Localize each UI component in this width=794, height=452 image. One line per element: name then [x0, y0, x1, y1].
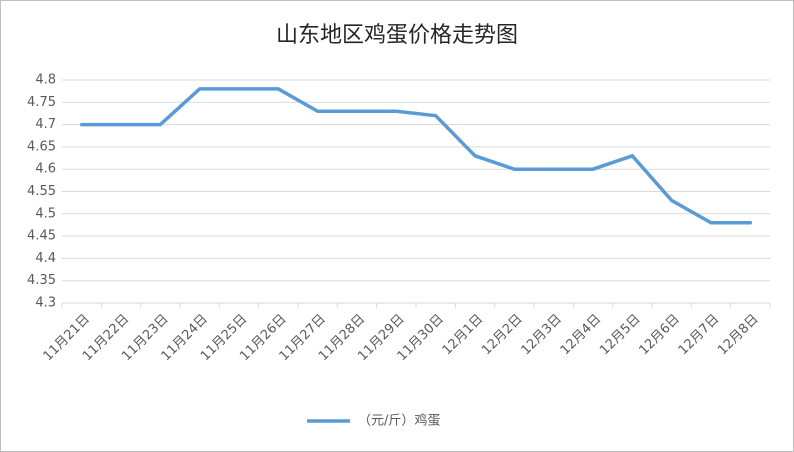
y-tick-label: 4.5 — [35, 206, 56, 221]
y-tick-label: 4.75 — [27, 95, 56, 110]
y-tick-label: 4.7 — [35, 117, 56, 132]
y-tick-label: 4.55 — [27, 184, 56, 199]
y-tick-label: 4.65 — [27, 139, 56, 154]
y-tick-label: 4.6 — [35, 162, 56, 177]
chart-title: 山东地区鸡蛋价格走势图 — [276, 23, 518, 48]
legend-label: （元/斤）鸡蛋 — [358, 413, 440, 429]
y-tick-label: 4.45 — [27, 229, 56, 244]
y-tick-label: 4.35 — [27, 273, 56, 288]
y-tick-label: 4.8 — [35, 73, 56, 88]
data-line — [79, 87, 753, 225]
y-tick-label: 4.4 — [35, 251, 56, 266]
y-tick-label: 4.3 — [35, 296, 56, 311]
